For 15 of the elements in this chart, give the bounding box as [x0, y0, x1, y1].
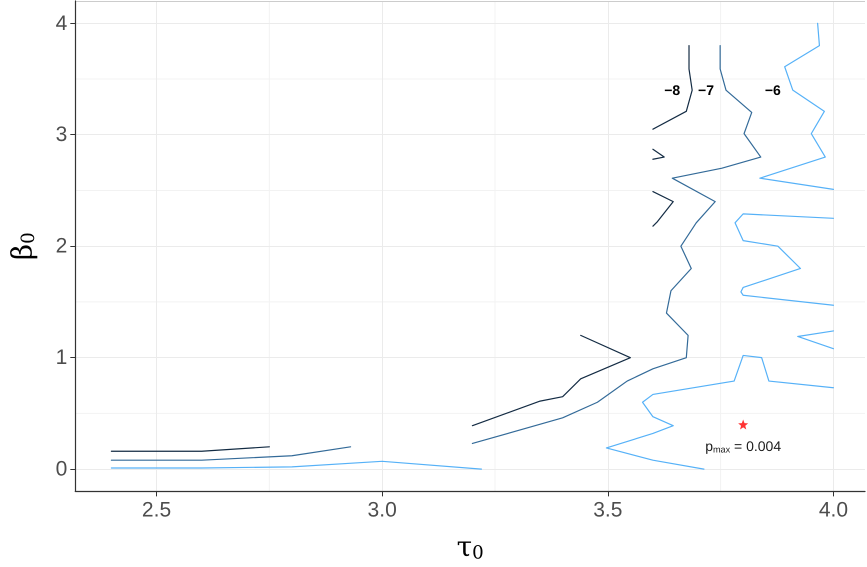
x-axis-title: τ0	[456, 530, 484, 564]
x-tick-label: 2.5	[142, 498, 172, 522]
series-label: −8	[664, 82, 680, 98]
x-tick-label: 4.0	[818, 498, 848, 522]
x-tick-label: 3.5	[593, 498, 622, 522]
y-tick-label: 3	[56, 123, 68, 146]
y-tick-label: 4	[56, 12, 68, 35]
y-tick-label: 0	[56, 458, 68, 481]
series-label: −6	[764, 82, 782, 98]
y-tick-label: 2	[56, 234, 68, 258]
annotation: pmax = 0.004	[705, 438, 782, 454]
x-tick-label: 3.0	[368, 498, 397, 522]
series-label: −7	[698, 82, 714, 98]
y-tick-label: 1	[56, 346, 68, 370]
y-axis-title: β0	[6, 232, 39, 260]
